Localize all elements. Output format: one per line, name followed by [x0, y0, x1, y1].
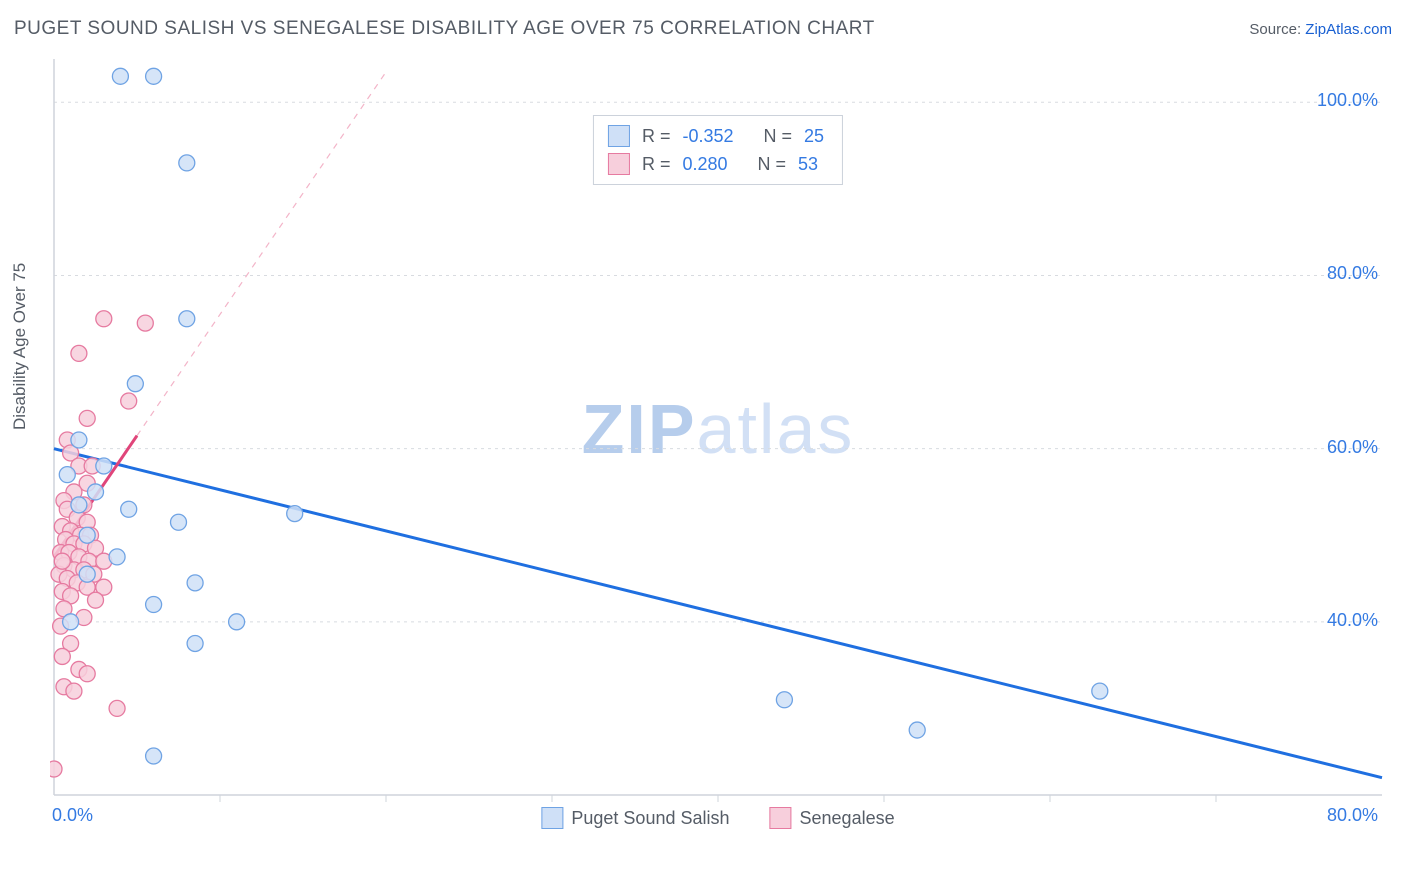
legend-item-2: Senegalese	[770, 807, 895, 829]
legend-series: Puget Sound Salish Senegalese	[541, 807, 894, 829]
swatch-series-2	[608, 153, 630, 175]
legend-label-2: Senegalese	[800, 808, 895, 829]
plot-area: ZIPatlas R = -0.352 N = 25 R = 0.280 N =…	[50, 55, 1386, 835]
legend-label-1: Puget Sound Salish	[571, 808, 729, 829]
r-label-2: R =	[642, 150, 671, 178]
r-label-1: R =	[642, 122, 671, 150]
swatch-bottom-2	[770, 807, 792, 829]
axis-tick-label: 40.0%	[1327, 610, 1378, 631]
y-axis-label: Disability Age Over 75	[10, 263, 30, 430]
header: PUGET SOUND SALISH VS SENEGALESE DISABIL…	[14, 18, 1392, 40]
n-label-1: N =	[764, 122, 793, 150]
axis-tick-label: 100.0%	[1317, 90, 1378, 111]
axis-tick-label: 80.0%	[1327, 805, 1378, 826]
source-credit: Source: ZipAtlas.com	[1249, 21, 1392, 38]
r-value-2: 0.280	[682, 150, 727, 178]
legend-row-1: R = -0.352 N = 25	[608, 122, 828, 150]
axis-tick-label: 0.0%	[52, 805, 93, 826]
source-link[interactable]: ZipAtlas.com	[1305, 21, 1392, 38]
axis-tick-label: 60.0%	[1327, 437, 1378, 458]
source-prefix: Source:	[1249, 21, 1305, 38]
legend-item-1: Puget Sound Salish	[541, 807, 729, 829]
chart-title: PUGET SOUND SALISH VS SENEGALESE DISABIL…	[14, 18, 875, 40]
legend-correlation: R = -0.352 N = 25 R = 0.280 N = 53	[593, 115, 843, 185]
swatch-bottom-1	[541, 807, 563, 829]
r-value-1: -0.352	[682, 122, 733, 150]
n-value-1: 25	[804, 122, 824, 150]
n-label-2: N =	[758, 150, 787, 178]
axis-tick-label: 80.0%	[1327, 263, 1378, 284]
swatch-series-1	[608, 125, 630, 147]
n-value-2: 53	[798, 150, 818, 178]
legend-row-2: R = 0.280 N = 53	[608, 150, 828, 178]
